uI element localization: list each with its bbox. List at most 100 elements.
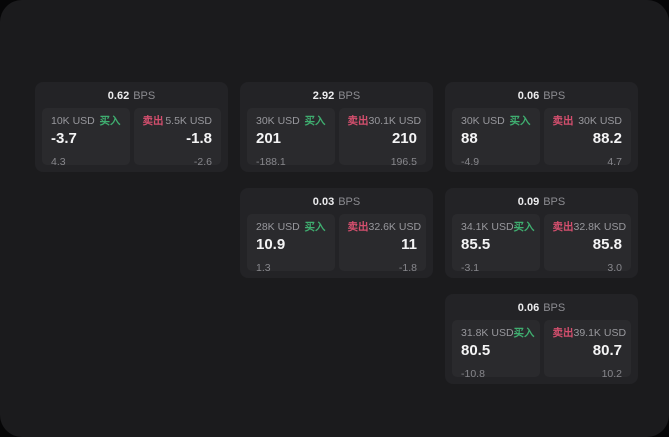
sell-change: 10.2 <box>601 368 622 380</box>
sell-tile-header: 卖出 5.5K USD <box>143 115 213 127</box>
bps-value: 0.06 <box>517 90 540 102</box>
buy-tile-header: 30K USD 买入 <box>461 115 531 127</box>
buy-tile[interactable]: 28K USD 买入 10.9 1.3 <box>247 214 335 274</box>
buy-size: 28K USD <box>256 221 300 233</box>
sell-change: 3.0 <box>607 262 622 274</box>
sell-tile[interactable]: 卖出 32.6K USD 11 -1.8 <box>338 214 426 274</box>
quote-card: 0.06 BPS 31.8K USD 买入 80.5 -10.8 卖出 39.1K… <box>445 294 638 384</box>
sell-side-label: 卖出 <box>142 115 164 127</box>
card-header: 2.92 BPS <box>247 89 426 103</box>
bps-unit-label: BPS <box>338 90 361 102</box>
card-header: 0.03 BPS <box>247 195 426 209</box>
buy-size: 31.8K USD <box>461 327 514 339</box>
buy-tile[interactable]: 10K USD 买入 -3.7 4.3 <box>42 108 130 168</box>
bps-value: 0.03 <box>312 196 335 208</box>
sell-tile-header: 卖出 32.6K USD <box>347 221 422 233</box>
quote-tiles: 10K USD 买入 -3.7 4.3 卖出 5.5K USD -1.8 -2.… <box>42 108 221 168</box>
sell-side-label: 卖出 <box>552 327 574 339</box>
buy-price: 88 <box>461 130 478 147</box>
bps-unit-label: BPS <box>338 196 361 208</box>
buy-size: 30K USD <box>256 115 300 127</box>
bps-value: 2.92 <box>312 90 335 102</box>
quote-tiles: 28K USD 买入 10.9 1.3 卖出 32.6K USD 11 -1.8 <box>247 214 426 274</box>
card-header: 0.06 BPS <box>452 301 631 315</box>
bps-unit-label: BPS <box>133 90 156 102</box>
sell-side-label: 卖出 <box>347 221 369 233</box>
buy-price: 85.5 <box>461 236 491 253</box>
buy-change: 4.3 <box>51 156 66 168</box>
sell-size: 30K USD <box>578 115 622 127</box>
quote-card: 0.09 BPS 34.1K USD 买入 85.5 -3.1 卖出 32.8K … <box>445 188 638 278</box>
sell-change: 4.7 <box>607 156 622 168</box>
quote-card: 2.92 BPS 30K USD 买入 201 -188.1 卖出 30.1K U… <box>240 82 433 172</box>
buy-tile-header: 30K USD 买入 <box>256 115 326 127</box>
sell-price: 85.8 <box>592 236 622 253</box>
quote-tiles: 34.1K USD 买入 85.5 -3.1 卖出 32.8K USD 85.8… <box>452 214 631 274</box>
buy-change: 1.3 <box>256 262 271 274</box>
buy-size: 10K USD <box>51 115 95 127</box>
sell-tile-header: 卖出 30K USD <box>553 115 623 127</box>
sell-tile[interactable]: 卖出 32.8K USD 85.8 3.0 <box>543 214 631 274</box>
sell-price: 80.7 <box>592 342 622 359</box>
sell-tile-header: 卖出 32.8K USD <box>552 221 627 233</box>
bps-value: 0.09 <box>517 196 540 208</box>
sell-tile[interactable]: 卖出 30K USD 88.2 4.7 <box>543 108 631 168</box>
buy-side-label: 买入 <box>513 221 535 233</box>
sell-tile-header: 卖出 30.1K USD <box>347 115 422 127</box>
sell-price: 11 <box>401 236 417 253</box>
quote-card: 0.62 BPS 10K USD 买入 -3.7 4.3 卖出 5.5K USD … <box>35 82 228 172</box>
buy-tile-header: 10K USD 买入 <box>51 115 121 127</box>
card-header: 0.62 BPS <box>42 89 221 103</box>
buy-change: -188.1 <box>256 156 286 168</box>
sell-size: 32.6K USD <box>368 221 422 233</box>
buy-tile[interactable]: 34.1K USD 买入 85.5 -3.1 <box>452 214 540 274</box>
quote-grid: 0.62 BPS 10K USD 买入 -3.7 4.3 卖出 5.5K USD … <box>35 82 638 384</box>
buy-size: 34.1K USD <box>461 221 514 233</box>
quote-tiles: 30K USD 买入 201 -188.1 卖出 30.1K USD 210 1… <box>247 108 426 168</box>
bps-value: 0.62 <box>107 90 130 102</box>
buy-price: 10.9 <box>256 236 286 253</box>
sell-side-label: 卖出 <box>552 221 574 233</box>
sell-side-label: 卖出 <box>552 115 574 127</box>
bps-value: 0.06 <box>517 302 540 314</box>
buy-tile[interactable]: 30K USD 买入 201 -188.1 <box>247 108 335 168</box>
sell-price: 88.2 <box>592 130 622 147</box>
buy-price: 80.5 <box>461 342 491 359</box>
sell-tile-header: 卖出 39.1K USD <box>552 327 627 339</box>
buy-tile-header: 31.8K USD 买入 <box>461 327 535 339</box>
sell-change: 196.5 <box>390 156 417 168</box>
buy-side-label: 买入 <box>304 221 326 233</box>
sell-tile[interactable]: 卖出 39.1K USD 80.7 10.2 <box>543 320 631 380</box>
bps-unit-label: BPS <box>543 196 566 208</box>
sell-side-label: 卖出 <box>347 115 369 127</box>
quote-card: 0.03 BPS 28K USD 买入 10.9 1.3 卖出 32.6K USD… <box>240 188 433 278</box>
sell-price: -1.8 <box>186 130 212 147</box>
buy-price: -3.7 <box>51 130 77 147</box>
buy-size: 30K USD <box>461 115 505 127</box>
sell-size: 39.1K USD <box>573 327 627 339</box>
sell-price: 210 <box>391 130 417 147</box>
sell-change: -2.6 <box>193 156 212 168</box>
sell-tile[interactable]: 卖出 30.1K USD 210 196.5 <box>338 108 426 168</box>
buy-change: -10.8 <box>461 368 485 380</box>
quote-card: 0.06 BPS 30K USD 买入 88 -4.9 卖出 30K USD 88… <box>445 82 638 172</box>
sell-tile[interactable]: 卖出 5.5K USD -1.8 -2.6 <box>133 108 221 168</box>
buy-side-label: 买入 <box>304 115 326 127</box>
buy-tile[interactable]: 30K USD 买入 88 -4.9 <box>452 108 540 168</box>
buy-tile[interactable]: 31.8K USD 买入 80.5 -10.8 <box>452 320 540 380</box>
buy-side-label: 买入 <box>509 115 531 127</box>
buy-tile-header: 34.1K USD 买入 <box>461 221 535 233</box>
buy-side-label: 买入 <box>99 115 121 127</box>
sell-change: -1.8 <box>398 262 417 274</box>
sell-size: 32.8K USD <box>573 221 627 233</box>
sell-size: 5.5K USD <box>165 115 212 127</box>
bps-unit-label: BPS <box>543 302 566 314</box>
buy-side-label: 买入 <box>513 327 535 339</box>
sell-size: 30.1K USD <box>368 115 422 127</box>
buy-tile-header: 28K USD 买入 <box>256 221 326 233</box>
card-header: 0.09 BPS <box>452 195 631 209</box>
card-header: 0.06 BPS <box>452 89 631 103</box>
bps-unit-label: BPS <box>543 90 566 102</box>
buy-change: -3.1 <box>461 262 480 274</box>
